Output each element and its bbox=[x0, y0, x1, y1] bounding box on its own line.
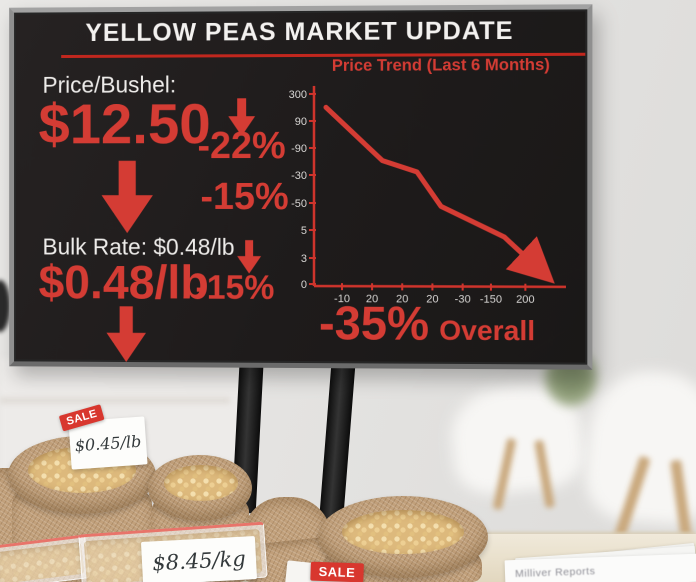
sale-badge: SALE bbox=[310, 562, 363, 582]
bulk-rate-change: -15% bbox=[195, 271, 274, 305]
yellow-peas bbox=[342, 510, 464, 554]
sign-content: YELLOW PEAS MARKET UPDATE Price/Bushel: … bbox=[14, 9, 587, 364]
floor-tag: SALE bbox=[285, 560, 359, 582]
yellow-peas bbox=[0, 542, 85, 582]
svg-text:5: 5 bbox=[301, 225, 307, 237]
sack-price-text: $0.45/lb bbox=[74, 431, 142, 455]
svg-text:-90: -90 bbox=[291, 143, 307, 155]
svg-text:300: 300 bbox=[289, 89, 307, 101]
y-tick-labels: 300 90 -90 -30 -50 5 3 0 bbox=[289, 89, 307, 291]
down-arrow-icon bbox=[104, 306, 149, 362]
overall-change: -35% Overall bbox=[319, 299, 535, 347]
bag-price-text: $8.45/kg bbox=[152, 546, 247, 575]
sign-title: YELLOW PEAS MARKET UPDATE bbox=[14, 16, 587, 48]
svg-text:-50: -50 bbox=[291, 198, 307, 210]
bulk-rate-value: $0.48/lb bbox=[39, 258, 209, 305]
svg-text:90: 90 bbox=[295, 116, 307, 128]
bag-price-tag: $8.45/kg bbox=[141, 536, 257, 582]
background-shelf-line bbox=[0, 398, 230, 403]
sack-price-tag: SALE $0.45/lb bbox=[68, 416, 147, 469]
svg-text:-30: -30 bbox=[291, 170, 307, 182]
price-change-secondary: -15% bbox=[200, 178, 288, 216]
svg-text:0: 0 bbox=[301, 279, 307, 291]
price-per-bushel-value: $12.50 bbox=[39, 96, 211, 153]
report-paper-text: Milliver Reports bbox=[515, 565, 596, 580]
market-scene: YELLOW PEAS MARKET UPDATE Price/Bushel: … bbox=[0, 0, 696, 582]
market-sign-board: YELLOW PEAS MARKET UPDATE Price/Bushel: … bbox=[9, 4, 592, 369]
price-trend-line bbox=[326, 107, 544, 274]
overall-change-label: Overall bbox=[439, 315, 535, 348]
price-trend-chart: 300 90 -90 -30 -50 5 3 0 -10 bbox=[282, 73, 576, 307]
down-arrow-icon bbox=[102, 160, 153, 234]
yellow-peas bbox=[164, 465, 238, 501]
overall-change-value: -35% bbox=[319, 299, 429, 347]
price-change-primary: -22% bbox=[197, 127, 285, 165]
svg-text:3: 3 bbox=[301, 253, 307, 265]
x-axis bbox=[314, 286, 566, 287]
